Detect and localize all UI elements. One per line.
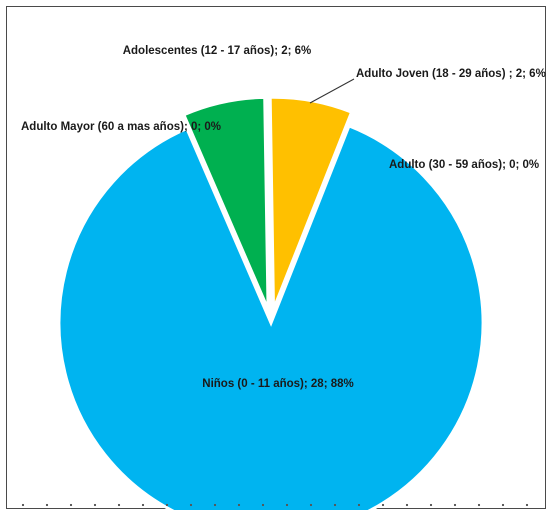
data-label-adulto-joven: Adulto Joven (18 - 29 años) ; 2; 6% (356, 68, 546, 80)
data-label-adulto-mayor: Adulto Mayor (60 a mas años); 0; 0% (21, 121, 221, 133)
pie-chart: Niños (0 - 11 años); 28; 88% Adolescentes… (21, 45, 546, 510)
data-label-adolescentes: Adolescentes (12 - 17 años); 2; 6% (123, 45, 312, 57)
frame-bottom-border (7, 502, 545, 508)
pie-slice-adulto-joven (268, 95, 354, 310)
data-label-ni-os: Niños (0 - 11 años); 28; 88% (202, 378, 353, 390)
pie-slice-adolescentes (181, 95, 270, 310)
leader-line-adulto-joven (309, 78, 355, 104)
pie-slice-ni-os (57, 123, 485, 510)
chart-frame: Niños (0 - 11 años); 28; 88% Adolescentes… (6, 6, 546, 510)
data-label-adulto: Adulto (30 - 59 años); 0; 0% (389, 159, 539, 171)
